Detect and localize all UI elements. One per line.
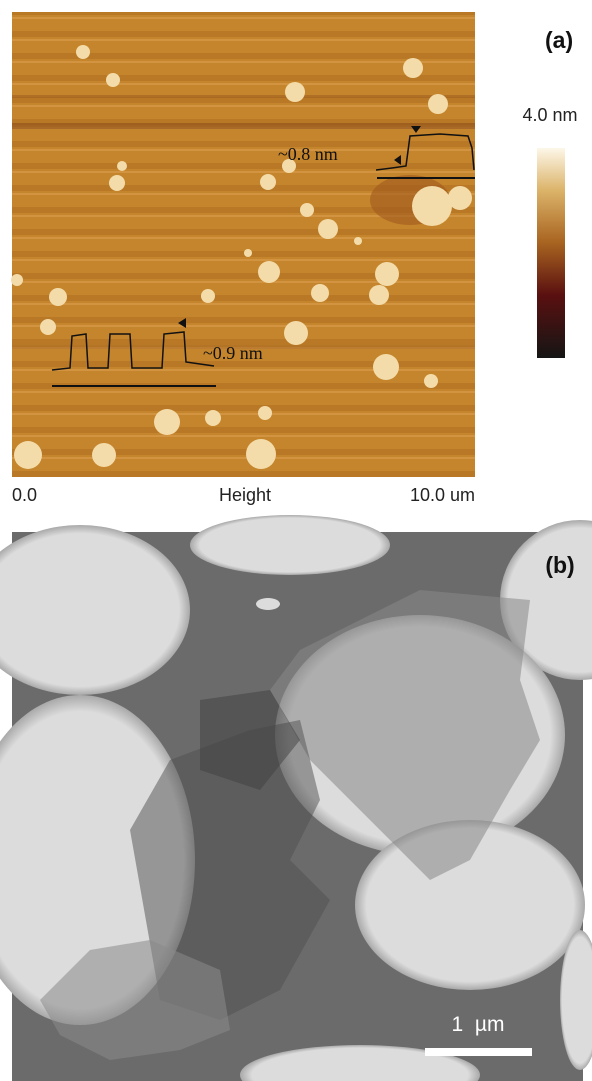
panel-label: (a) [545,27,573,53]
flake [285,82,305,102]
flake [11,274,23,286]
panel-label: (b) [545,552,574,578]
flake [284,321,308,345]
flake [373,354,399,380]
flake [258,261,280,283]
flake [76,45,90,59]
axis-title: Height [219,485,271,505]
annotation: ~0.9 nm [203,343,263,363]
afm-image [12,12,475,477]
colorbar-label: 4.0 nm [522,105,577,125]
flake [49,288,67,306]
flake [354,237,362,245]
flake [258,406,272,420]
flake [201,289,215,303]
page: {"panel_a": {"label": "(a)", "colorbar_m… [0,0,592,1081]
figure: ~0.8 nm ~0.9 nm (a) 4.0 nm 0.0 Height 10… [0,0,592,1081]
flake [92,443,116,467]
flake [109,175,125,191]
flake [424,374,438,388]
flake [403,58,423,78]
flake [246,439,276,469]
flake [40,319,56,335]
flake [311,284,329,302]
axis-end: 10.0 um [410,485,475,505]
flake [448,186,472,210]
hole [190,515,390,575]
flake [318,219,338,239]
flake [260,174,276,190]
flake [428,94,448,114]
colorbar [537,148,565,358]
body: ~0.8 nm ~0.9 nm (a) 4.0 nm 0.0 Height 10… [0,0,592,1081]
flake [154,409,180,435]
flake [244,249,252,257]
hole [256,598,280,610]
axis-start: 0.0 [12,485,37,505]
flake [300,203,314,217]
flake [375,262,399,286]
flake [106,73,120,87]
scale-bar-label: 1 µm [452,1013,505,1036]
flake [412,186,452,226]
scale-bar [425,1048,532,1056]
afm-streak [12,123,475,129]
flake [369,285,389,305]
afm-streak [12,95,475,98]
flake [117,161,127,171]
annotation: ~0.8 nm [278,144,338,164]
flake [205,410,221,426]
flake [14,441,42,469]
